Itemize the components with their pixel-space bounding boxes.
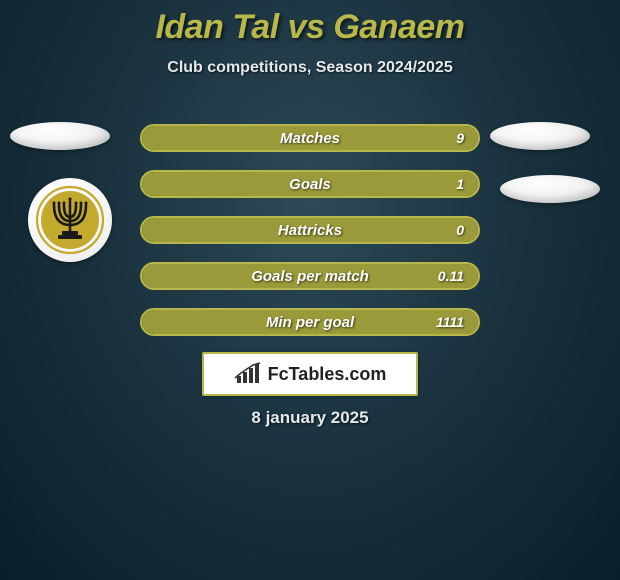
comparison-title: Idan Tal vs Ganaem <box>0 0 620 47</box>
stat-bar: Goals per match 0.11 <box>140 262 480 290</box>
stat-bar-value: 1 <box>456 176 464 192</box>
stat-bar-label: Goals per match <box>251 268 369 285</box>
stat-bar-value: 9 <box>456 130 464 146</box>
player1-club-badge <box>28 178 112 262</box>
stat-bar-label: Matches <box>280 130 340 147</box>
stat-bar-label: Min per goal <box>266 314 354 331</box>
fctables-logo-text: FcTables.com <box>268 364 387 385</box>
player2-club-placeholder <box>500 175 600 203</box>
stat-bar-value: 0.11 <box>438 268 464 284</box>
stat-bar-label: Hattricks <box>278 222 342 239</box>
snapshot-date: 8 january 2025 <box>0 408 620 428</box>
comparison-subtitle: Club competitions, Season 2024/2025 <box>0 59 620 77</box>
stat-bar: Goals 1 <box>140 170 480 198</box>
player1-avatar-placeholder <box>10 122 110 150</box>
menorah-icon <box>35 185 105 255</box>
stats-bars: Matches 9 Goals 1 Hattricks 0 Goals per match 0… <box>140 124 480 354</box>
stat-bar-value: 1111 <box>436 314 464 330</box>
stat-bar-label: Goals <box>289 176 331 193</box>
stat-bar: Hattricks 0 <box>140 216 480 244</box>
player2-avatar-placeholder <box>490 122 590 150</box>
stat-bar: Matches 9 <box>140 124 480 152</box>
fctables-logo: FcTables.com <box>202 352 418 396</box>
stat-bar-value: 0 <box>456 222 464 238</box>
bar-chart-icon <box>234 362 262 386</box>
stat-bar: Min per goal 1111 <box>140 308 480 336</box>
